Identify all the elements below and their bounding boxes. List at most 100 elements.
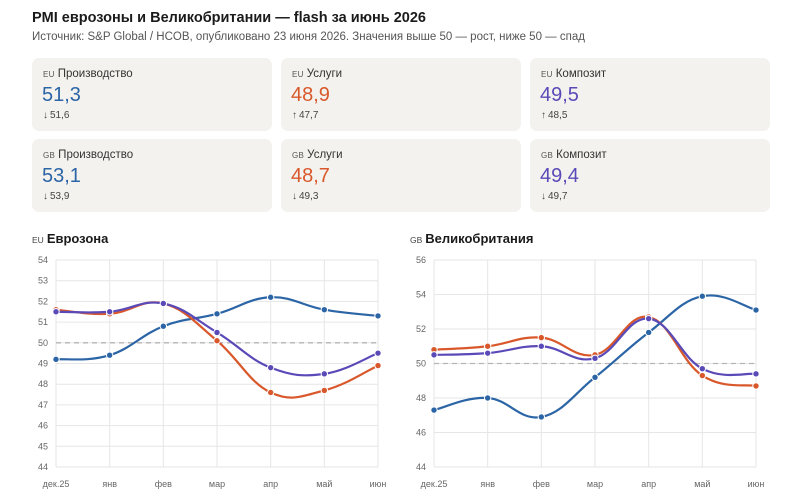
y-tick-label: 46	[38, 421, 48, 431]
data-point-composite	[374, 349, 382, 357]
card-prev-value: 47,7	[299, 110, 319, 121]
chart-title-eu: EU Еврозона	[32, 231, 108, 246]
arrow-down-icon: ↓	[43, 191, 48, 202]
region-tag: EU	[541, 70, 553, 79]
card-value: 49,5	[540, 84, 579, 106]
y-tick-label: 53	[38, 276, 48, 286]
region-tag: EU	[43, 70, 55, 79]
card-value: 53,1	[42, 165, 81, 187]
y-tick-label: 44	[38, 462, 48, 472]
data-point-services	[752, 382, 760, 390]
x-tick-label: фев	[155, 479, 172, 489]
y-tick-label: 46	[416, 428, 426, 438]
y-tick-label: 49	[38, 359, 48, 369]
card-label: Услуги	[306, 68, 343, 80]
data-point-manufacturing	[698, 292, 707, 300]
card-prev-value: 49,3	[299, 191, 319, 202]
y-tick-label: 54	[38, 255, 48, 265]
y-tick-label: 47	[38, 400, 48, 410]
data-point-manufacturing	[752, 306, 760, 314]
card-label: Услуги	[307, 149, 343, 161]
data-point-composite	[752, 370, 760, 378]
region-tag: EU	[292, 70, 304, 79]
data-point-manufacturing	[159, 322, 168, 330]
data-point-manufacturing	[483, 394, 492, 402]
region-tag: EU	[32, 235, 44, 245]
data-point-services	[213, 337, 221, 345]
data-point-manufacturing	[591, 373, 599, 382]
data-point-services	[483, 342, 492, 350]
data-point-composite	[537, 342, 546, 350]
data-point-manufacturing	[644, 328, 653, 337]
card-eu-services: EU Услуги 48,9 ↑ 47,7	[281, 58, 521, 131]
y-tick-label: 50	[38, 338, 48, 348]
y-tick-label: 52	[38, 296, 48, 306]
x-tick-label: июн	[748, 479, 765, 489]
kpi-cards: EU Производство 51,3 ↓ 51,6 EU Услуги 48,9 …	[32, 58, 770, 212]
arrow-up-icon: ↑	[541, 110, 546, 121]
data-point-composite	[483, 349, 492, 357]
data-point-services	[537, 333, 546, 342]
data-point-services	[320, 386, 329, 395]
x-tick-label: янв	[480, 479, 495, 489]
y-tick-label: 48	[38, 379, 48, 389]
data-point-composite	[52, 308, 60, 316]
arrow-down-icon: ↓	[292, 191, 297, 202]
card-value: 51,3	[42, 84, 81, 106]
data-point-manufacturing	[52, 355, 60, 364]
card-prev-value: 49,7	[548, 191, 568, 202]
x-tick-label: июн	[370, 479, 387, 489]
data-point-services	[698, 371, 707, 380]
data-point-composite	[591, 354, 599, 363]
x-tick-label: апр	[641, 479, 656, 489]
card-eu-manufacturing: EU Производство 51,3 ↓ 51,6	[32, 58, 272, 131]
y-tick-label: 48	[416, 393, 426, 403]
chart-title-text: Еврозона	[46, 231, 109, 246]
data-point-composite	[698, 364, 707, 373]
data-point-composite	[644, 314, 653, 323]
chart-eurozone: 44 45 46 47 48 49 50 51 52 53 54 дек.25 янв фев мар апр…	[38, 255, 387, 489]
data-point-manufacturing	[374, 312, 382, 320]
x-tick-label: май	[694, 479, 710, 489]
card-value: 48,7	[291, 165, 330, 187]
card-eu-composite: EU Композит 49,5 ↑ 48,5	[530, 58, 770, 131]
x-tick-label: фев	[533, 479, 550, 489]
x-tick-label: мар	[209, 479, 225, 489]
y-tick-label: 44	[416, 462, 426, 472]
chart-uk: 44 46 48 50 52 54 56 дек.25 янв фев мар апр май июн	[416, 255, 765, 489]
data-point-composite	[320, 370, 329, 378]
chart-title-gb: GB Великобритания	[410, 231, 533, 246]
arrow-down-icon: ↓	[43, 110, 48, 121]
card-value: 48,9	[291, 84, 330, 106]
card-label: Композит	[556, 149, 607, 161]
card-prev-value: 51,6	[50, 110, 70, 121]
card-label: Композит	[555, 68, 607, 80]
x-tick-label: дек.25	[43, 479, 70, 489]
card-prev-value: 48,5	[548, 110, 568, 121]
data-point-manufacturing	[213, 310, 221, 318]
x-tick-label: май	[316, 479, 332, 489]
card-gb-services: GB Услуги 48,7 ↓ 49,3	[281, 139, 521, 212]
card-gb-manufacturing: GB Производство 53,1 ↓ 53,9	[32, 139, 272, 212]
data-point-manufacturing	[537, 413, 546, 421]
y-tick-label: 50	[416, 359, 426, 369]
x-tick-label: мар	[587, 479, 603, 489]
x-tick-label: янв	[102, 479, 117, 489]
y-tick-label: 51	[38, 317, 48, 327]
data-point-manufacturing	[105, 351, 114, 359]
arrow-up-icon: ↑	[292, 110, 297, 121]
card-prev-value: 53,9	[50, 191, 70, 202]
data-point-manufacturing	[266, 293, 275, 301]
y-tick-label: 52	[416, 324, 426, 334]
data-point-composite	[266, 363, 275, 372]
data-point-composite	[159, 299, 168, 308]
card-label: Производство	[58, 149, 134, 161]
data-point-composite	[430, 351, 438, 359]
region-tag: GB	[292, 151, 305, 160]
region-tag: GB	[541, 151, 554, 160]
y-tick-label: 56	[416, 255, 426, 265]
region-tag: GB	[410, 235, 423, 245]
y-tick-label: 54	[416, 290, 426, 300]
chart-title-text: Великобритания	[425, 231, 534, 246]
x-tick-label: апр	[263, 479, 278, 489]
